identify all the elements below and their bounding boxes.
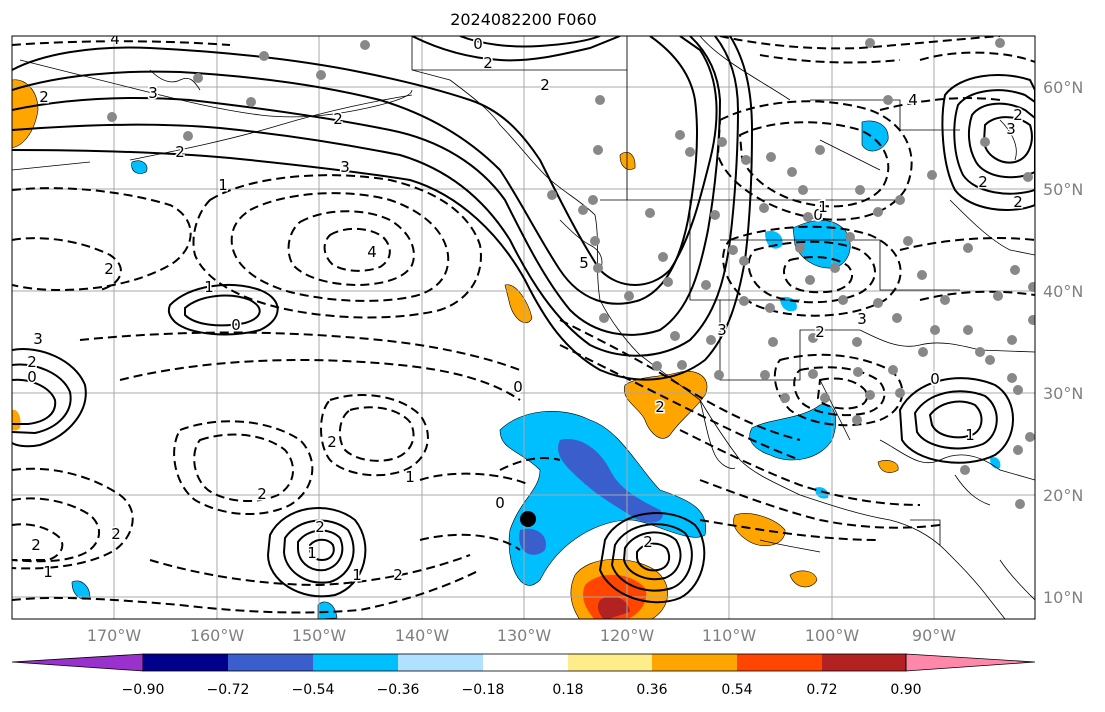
lat-label: 40°N bbox=[1043, 282, 1084, 301]
contour-label: 3 bbox=[857, 310, 867, 328]
contour-label: 1 bbox=[405, 468, 415, 486]
contour-label: 1 bbox=[965, 426, 975, 444]
colorbar-tick-label: 0.72 bbox=[806, 682, 838, 698]
dashed-contours bbox=[12, 36, 1035, 614]
lon-label: 170°W bbox=[86, 626, 142, 645]
contour-label: 2 bbox=[978, 173, 988, 191]
colorbar-segment bbox=[483, 654, 568, 671]
lon-label: 120°W bbox=[599, 626, 655, 645]
colorbar-under-arrow bbox=[11, 653, 144, 672]
contour-label: 2 bbox=[31, 536, 41, 554]
colorbar-tick-label: 0.36 bbox=[636, 682, 668, 698]
contour-label: 1 bbox=[218, 176, 228, 194]
lon-label: 100°W bbox=[804, 626, 860, 645]
contour-label: 1 bbox=[818, 198, 828, 216]
contour-label: 2 bbox=[27, 353, 37, 371]
lon-label: 140°W bbox=[394, 626, 450, 645]
contour-label: 1 bbox=[352, 566, 362, 584]
contour-label: 0 bbox=[495, 494, 505, 512]
lat-label: 20°N bbox=[1043, 486, 1084, 505]
colorbar-segment bbox=[143, 654, 228, 671]
coastlines bbox=[12, 36, 1035, 619]
contour-label: 3 bbox=[717, 321, 727, 339]
colorbar-segment bbox=[313, 654, 398, 671]
colorbar-tick-label: −0.90 bbox=[121, 682, 165, 698]
contour-label: 2 bbox=[655, 398, 665, 416]
colorbar bbox=[11, 653, 1036, 672]
contour-label: 2 bbox=[643, 533, 653, 551]
contour-labels: 2 342210223451023202122102120343222101231… bbox=[26, 30, 1025, 586]
contour-label: 2 bbox=[39, 88, 49, 106]
colorbar-segment bbox=[398, 654, 483, 671]
contour-label: 4 bbox=[110, 30, 120, 48]
contour-label: 2 bbox=[393, 566, 403, 584]
contour-label: 2 bbox=[315, 518, 325, 536]
lon-label: 110°W bbox=[701, 626, 757, 645]
contour-label: 4 bbox=[367, 243, 377, 261]
lat-label: 60°N bbox=[1043, 78, 1084, 97]
contour-label: 4 bbox=[908, 91, 918, 109]
lon-label: 90°W bbox=[911, 626, 957, 645]
contour-label: 2 bbox=[327, 433, 337, 451]
colorbar-segment bbox=[737, 654, 822, 671]
contour-label: 2 bbox=[111, 525, 121, 543]
contour-label: 1 bbox=[43, 563, 53, 581]
colorbar-segment bbox=[822, 654, 906, 671]
contour-label: 2 bbox=[483, 54, 493, 72]
colorbar-tick-label: 0.54 bbox=[721, 682, 753, 698]
contour-label: 0 bbox=[473, 35, 483, 53]
contour-label: 2 bbox=[175, 143, 185, 161]
lat-label: 10°N bbox=[1043, 588, 1084, 607]
colorbar-tick-label: 0.18 bbox=[552, 682, 584, 698]
contour-label: 2 bbox=[257, 485, 267, 503]
contour-label: 2 bbox=[815, 323, 825, 341]
lat-label: 30°N bbox=[1043, 384, 1084, 403]
contour-label: 2 bbox=[104, 260, 114, 278]
station-dots bbox=[107, 38, 1035, 509]
contour-label: 2 bbox=[333, 110, 343, 128]
colorbar-segment bbox=[228, 654, 313, 671]
lat-label: 50°N bbox=[1043, 180, 1084, 199]
contour-label: 0 bbox=[231, 316, 241, 334]
colorbar-tick-label: −0.36 bbox=[376, 682, 420, 698]
colorbar-tick-label: −0.18 bbox=[461, 682, 505, 698]
colorbar-segment bbox=[568, 654, 652, 671]
contour-label: 0 bbox=[813, 206, 823, 224]
graticule bbox=[12, 36, 1035, 619]
contour-label: 1 bbox=[204, 278, 214, 296]
lon-label: 160°W bbox=[189, 626, 245, 645]
colorbar-tick-label: 0.90 bbox=[890, 682, 922, 698]
contour-label: 3 bbox=[340, 158, 350, 176]
contour-label: 2 bbox=[1013, 106, 1023, 124]
colorbar-tick-label: −0.72 bbox=[206, 682, 250, 698]
colorbar-segment bbox=[652, 654, 737, 671]
contour-label: 3 bbox=[1006, 120, 1016, 138]
contour-label: 2 bbox=[1013, 193, 1023, 211]
contour-label: 2 bbox=[540, 76, 550, 94]
contour-label: 0 bbox=[513, 378, 523, 396]
anomaly-shading bbox=[12, 79, 1001, 619]
map-frame bbox=[11, 35, 1036, 620]
lon-label: 150°W bbox=[291, 626, 347, 645]
colorbar-over-arrow bbox=[905, 653, 1036, 672]
contour-label: 0 bbox=[27, 368, 37, 386]
contour-label: 1 bbox=[307, 544, 317, 562]
colorbar-tick-label: −0.54 bbox=[291, 682, 335, 698]
map-title: 2024082200 F060 bbox=[450, 10, 597, 29]
storm-marker bbox=[520, 511, 536, 527]
contour-label: 0 bbox=[930, 370, 940, 388]
contour-label: 3 bbox=[33, 330, 43, 348]
contour-label: 5 bbox=[579, 254, 589, 272]
contour-label: 3 bbox=[148, 84, 158, 102]
lon-label: 130°W bbox=[496, 626, 552, 645]
